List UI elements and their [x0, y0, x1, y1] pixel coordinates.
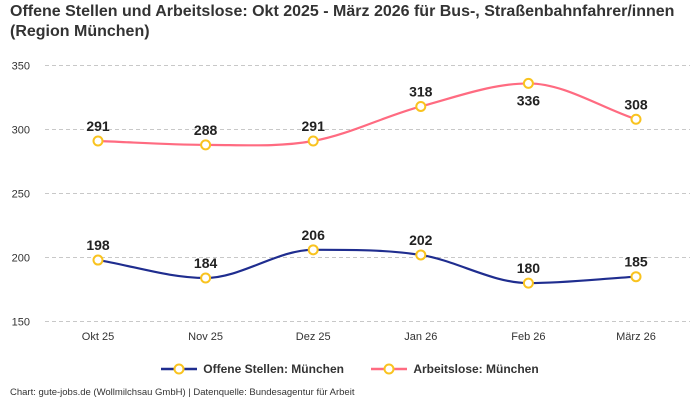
data-label: 185 — [624, 254, 648, 270]
x-tick-label: Feb 26 — [511, 331, 545, 343]
y-tick-label: 300 — [12, 125, 30, 137]
data-label: 180 — [517, 260, 541, 276]
x-tick-label: März 26 — [616, 331, 656, 343]
data-point — [92, 254, 104, 266]
data-point — [522, 77, 534, 89]
legend-label: Offene Stellen: München — [203, 362, 344, 376]
x-tick-label: Jan 26 — [404, 331, 437, 343]
data-point — [415, 249, 427, 261]
data-point — [92, 135, 104, 147]
y-tick-label: 250 — [12, 189, 30, 201]
data-label: 288 — [194, 122, 218, 138]
y-tick-label: 150 — [12, 317, 30, 329]
data-label: 198 — [86, 237, 110, 253]
line-chart: 150 200 250 300 350 Okt 25 Nov 25 Dez 25 Jan 26 F… — [12, 61, 690, 343]
data-point — [522, 277, 534, 289]
chart-title: Offene Stellen und Arbeitslose: Okt 2025… — [10, 3, 675, 40]
series-line-0 — [97, 248, 637, 285]
data-point — [200, 272, 212, 284]
data-label: 308 — [624, 96, 648, 112]
legend-label: Arbeitslose: München — [413, 362, 539, 376]
data-label: 336 — [517, 92, 541, 108]
series-line-1 — [97, 82, 637, 147]
data-label: 291 — [302, 118, 326, 134]
legend-marker-pink — [371, 363, 408, 375]
data-point — [630, 271, 642, 283]
data-point — [307, 244, 319, 256]
legend: Offene Stellen: München Arbeitslose: Mün… — [0, 362, 700, 378]
data-point — [415, 100, 427, 112]
data-point — [630, 113, 642, 125]
legend-item-offene-stellen[interactable]: Offene Stellen: München — [161, 362, 344, 376]
data-label: 202 — [409, 232, 433, 248]
data-label: 206 — [302, 227, 326, 243]
data-point — [200, 139, 212, 151]
data-point — [307, 135, 319, 147]
credit-text: Chart: gute-jobs.de (Wollmilchsau GmbH) … — [10, 387, 355, 398]
x-tick-label: Okt 25 — [82, 331, 114, 343]
y-tick-label: 350 — [12, 61, 30, 73]
data-label: 291 — [86, 118, 110, 134]
legend-marker-blue — [161, 363, 198, 375]
x-tick-label: Nov 25 — [188, 331, 223, 343]
legend-item-arbeitslose[interactable]: Arbeitslose: München — [371, 362, 539, 376]
x-tick-label: Dez 25 — [296, 331, 331, 343]
data-label: 184 — [194, 255, 218, 271]
data-label: 318 — [409, 83, 433, 99]
y-tick-label: 200 — [12, 253, 30, 265]
